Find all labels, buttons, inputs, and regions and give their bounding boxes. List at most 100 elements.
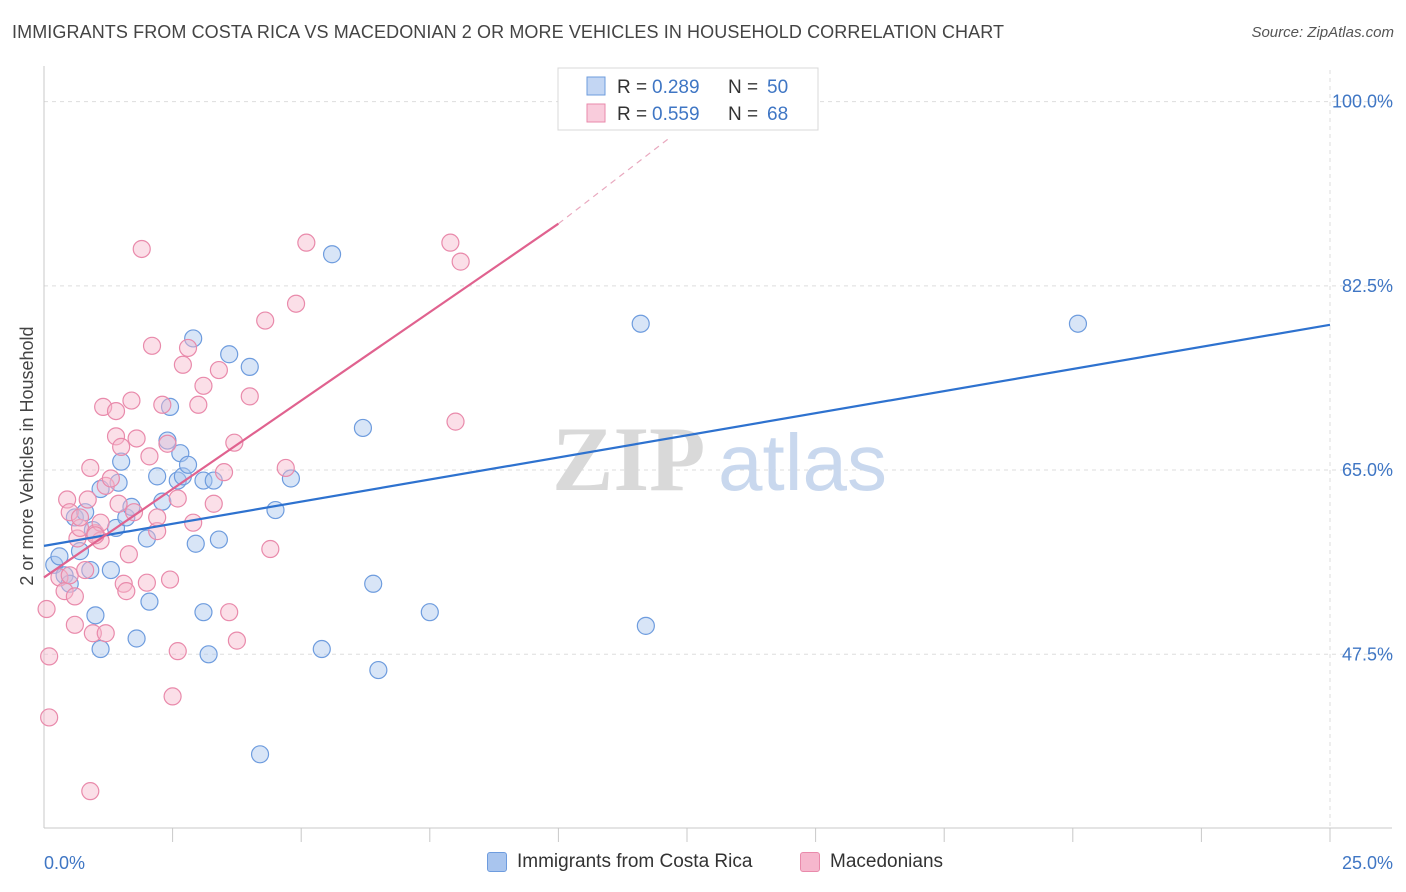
point-macedonian [276,458,295,478]
point-macedonian [70,508,90,527]
point-macedonian [153,395,172,414]
watermark-atlas: atlas [718,418,887,507]
point-costa-rica [137,529,156,548]
point-macedonian [256,311,275,330]
point-macedonian [81,458,100,478]
point-macedonian [451,252,470,271]
point-macedonian [178,338,198,358]
point-macedonian [194,376,213,395]
point-macedonian [40,647,59,666]
point-macedonian [441,233,460,252]
point-costa-rica [112,452,131,471]
point-macedonian [142,336,162,355]
y-axis-title: 2 or more Vehicles in Household [17,326,37,585]
point-macedonian [286,294,306,313]
point-costa-rica [209,530,228,549]
watermark-zip: ZIP [552,408,705,510]
point-costa-rica [194,471,213,490]
legend-swatch [586,76,606,96]
point-macedonian [114,574,133,593]
legend-item-costa-rica[interactable]: Immigrants from Costa Rica [487,851,752,873]
point-macedonian [160,570,180,589]
point-costa-rica [91,639,110,659]
point-macedonian [81,782,100,801]
point-macedonian [78,490,97,509]
trend-line-macedonian-extension [558,135,672,225]
tick-labels: 100.0% 82.5% 65.0% 47.5% 0.0% 25.0% [44,92,1393,873]
legend-r-value: 0.289 [652,77,700,98]
legend-n-value: 50 [767,77,788,98]
y-tick-label: 65.0% [1342,460,1393,480]
point-macedonian [173,355,192,374]
legend-n-label: N = [728,77,758,98]
trend-lines [43,135,1331,579]
point-costa-rica [140,592,159,611]
point-macedonian [214,463,234,482]
legend-label-macedonians: Macedonians [830,851,944,872]
point-macedonian [76,560,95,580]
y-tick-label: 100.0% [1332,92,1393,112]
axes [43,66,1392,842]
point-costa-rica [184,329,203,348]
point-macedonian [117,582,136,601]
legend-swatch-costa-rica [487,852,507,872]
point-costa-rica [194,603,213,622]
legend-r-value: 0.559 [652,104,700,125]
legend-item-macedonians[interactable]: Macedonians [800,851,943,873]
source-label: Source: ZipAtlas.com [1251,24,1394,41]
chart-title: IMMIGRANTS FROM COSTA RICA VS MACEDONIAN… [12,22,1005,42]
point-macedonian [261,539,280,559]
point-costa-rica [86,606,105,625]
point-macedonian [189,395,208,414]
point-costa-rica [281,469,301,488]
point-macedonian [122,391,141,410]
point-costa-rica [420,603,439,622]
series-costa-rica-points [45,245,1088,764]
point-costa-rica [312,639,331,659]
point-macedonian [140,447,159,466]
point-macedonian [225,433,244,452]
point-costa-rica [81,560,100,580]
point-macedonian [60,566,79,585]
point-macedonian [127,429,146,448]
legend-stats: R = 0.289 N = 50 R = 0.559 N = 68 [557,67,819,131]
legend-n-label: N = [728,104,758,125]
point-costa-rica [364,574,383,593]
legend-bottom: Immigrants from Costa Rica Macedonians [0,851,1406,879]
point-macedonian [297,233,316,252]
point-macedonian [137,573,156,592]
watermark: ZIP atlas [552,408,887,510]
point-costa-rica [50,547,69,566]
point-costa-rica [199,645,218,664]
point-macedonian [220,603,239,622]
legend-r-label: R = [617,104,647,125]
point-macedonian [132,239,151,259]
point-costa-rica [220,345,239,364]
point-costa-rica [101,560,120,580]
legend-r-label: R = [617,77,647,98]
legend-swatch-macedonians [800,852,820,872]
point-macedonian [119,545,138,564]
point-macedonian [65,587,84,606]
point-costa-rica [636,616,655,635]
point-macedonian [158,434,177,453]
point-macedonian [240,387,259,406]
x-tick-label: 25.0% [1342,853,1393,873]
point-macedonian [168,642,187,661]
point-costa-rica [250,745,270,764]
point-macedonian [184,513,203,532]
point-macedonian [446,412,465,431]
point-costa-rica [322,245,342,264]
point-macedonian [60,503,79,522]
point-costa-rica [240,357,259,376]
point-macedonian [148,508,167,527]
point-macedonian [106,402,126,421]
point-macedonian [112,437,131,456]
point-costa-rica [631,314,650,333]
point-costa-rica [369,660,388,680]
legend-swatch [586,103,606,123]
point-macedonian [168,489,187,508]
point-macedonian [163,687,182,706]
point-macedonian [227,631,246,650]
